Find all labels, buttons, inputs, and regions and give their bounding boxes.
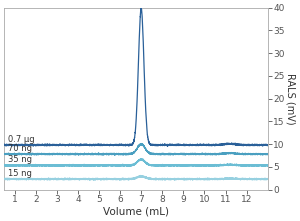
X-axis label: Volume (mL): Volume (mL) (103, 207, 169, 217)
Text: 35 ng: 35 ng (8, 155, 32, 164)
Text: 0.7 μg: 0.7 μg (8, 135, 35, 144)
Y-axis label: RALS (mV): RALS (mV) (286, 73, 296, 124)
Text: 15 ng: 15 ng (8, 169, 32, 178)
Text: 70 ng: 70 ng (8, 144, 32, 153)
